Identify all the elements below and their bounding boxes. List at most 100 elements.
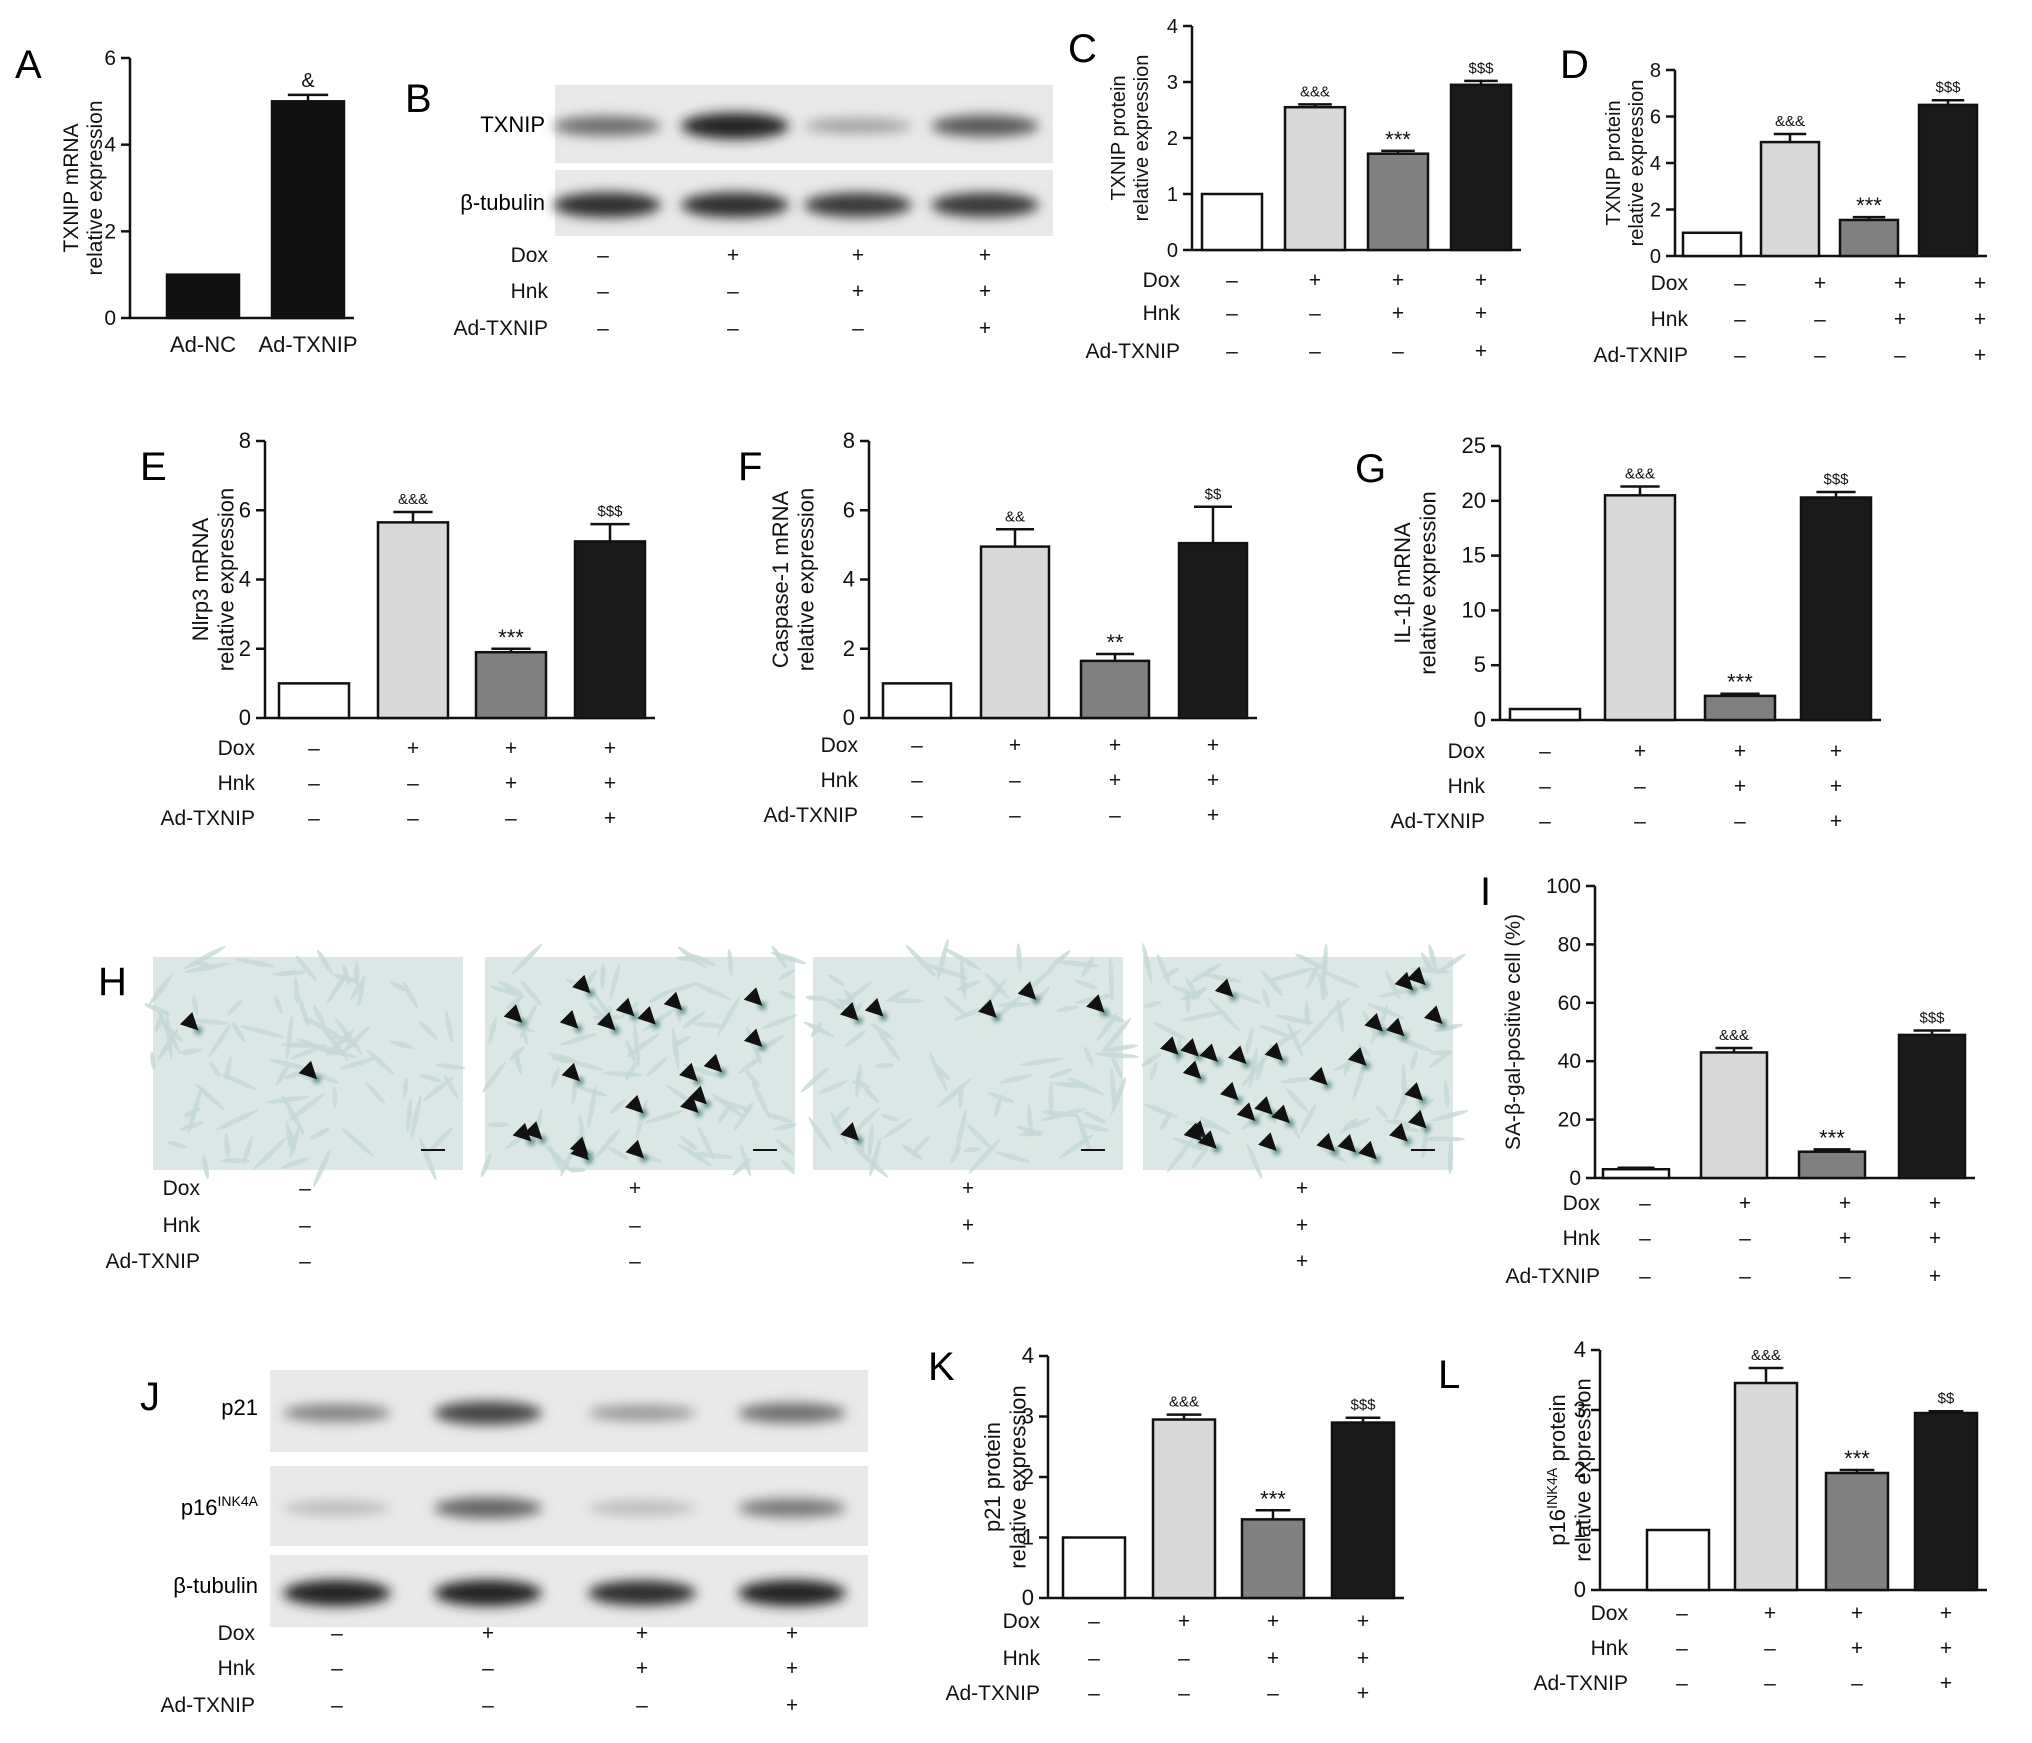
stained-cell: [1403, 1137, 1412, 1146]
treatment-sign: +: [604, 772, 616, 795]
treatment-sign: +: [1851, 1637, 1863, 1660]
stained-cell: [879, 1012, 888, 1021]
cell-streak: [232, 1022, 246, 1042]
chart-k: 0 1 2 3 4 p21 proteinrelative expression &&& **…: [980, 1343, 1404, 1610]
cell-streak: [1275, 1014, 1314, 1025]
row-label-ad: Ad-TXNIP: [763, 804, 858, 827]
treatment-legend-rows: Dox – + + + Hnk – – + + Ad-TXNIP – – – + Dox – + + + Hnk – – + +…: [105, 244, 1986, 1717]
treatment-sign: +: [1894, 308, 1906, 331]
cell-streak: [738, 1055, 763, 1074]
treatment-sign: +: [979, 280, 991, 303]
bar: [1061, 1536, 1127, 1600]
arrow: [1180, 1037, 1199, 1057]
arrow: [1159, 1036, 1179, 1055]
significance-label: &&&: [1300, 83, 1330, 100]
panel-letter-g: G: [1355, 447, 1386, 491]
cell-streak: [1230, 991, 1262, 1004]
bar: [1508, 707, 1582, 722]
treatment-sign: –: [1639, 1227, 1651, 1250]
significance-label: $$$: [1919, 1010, 1945, 1027]
blot-band: [283, 1403, 391, 1423]
y-tick-label: 20: [1558, 1109, 1581, 1132]
stained-cell: [630, 1012, 639, 1021]
arrow: [624, 1094, 644, 1114]
cell-streak: [154, 1013, 164, 1033]
stained-cell: [1285, 1119, 1294, 1128]
stained-cell: [1234, 1096, 1243, 1105]
blot-band: [681, 112, 789, 140]
bar: [1601, 1167, 1671, 1180]
cell-streak: [406, 1098, 412, 1133]
blot-label-p16: p16INK4A: [181, 1493, 259, 1520]
cell-streak: [489, 985, 524, 998]
significance-label: $$$: [1823, 471, 1849, 488]
treatment-sign: +: [1392, 302, 1404, 325]
arrow: [298, 1060, 318, 1080]
cell-streak: [340, 1025, 371, 1056]
stained-cell: [538, 1135, 547, 1144]
treatment-sign: +: [1207, 734, 1219, 757]
treatment-sign: –: [407, 772, 419, 795]
treatment-sign: –: [1178, 1647, 1190, 1670]
cell-streak: [633, 1021, 640, 1068]
row-label-ad: Ad-TXNIP: [1593, 344, 1688, 367]
blot-band: [283, 1501, 391, 1515]
treatment-sign: +: [1357, 1610, 1369, 1633]
cell-streak: [167, 1141, 187, 1149]
stained-cell: [527, 1137, 536, 1146]
stained-cell: [1362, 1061, 1371, 1070]
treatment-sign: +: [1109, 769, 1121, 792]
western-blot-txnip: TXNIP β-tubulin: [460, 85, 1053, 236]
stained-cell: [1197, 1074, 1206, 1083]
bar: [1240, 1518, 1306, 1600]
cell-streak: [1162, 967, 1180, 978]
y-tick-label: 100: [1546, 875, 1581, 898]
treatment-sign: +: [1839, 1192, 1851, 1215]
y-tick-label: 1: [1167, 184, 1178, 206]
stained-cell: [992, 1013, 1001, 1022]
stained-cell: [1100, 1008, 1109, 1017]
cell-streak: [295, 955, 317, 981]
y-tick-label: 4: [1167, 16, 1178, 38]
arrow: [571, 974, 591, 994]
bar: [1200, 192, 1264, 252]
blot-band: [283, 1579, 391, 1607]
cell-streak: [875, 1062, 894, 1069]
row-label-hnk: Hnk: [1651, 308, 1689, 331]
cell-streak: [427, 1126, 454, 1154]
cell-streak: [274, 995, 283, 1014]
cell-streak: [642, 1008, 676, 1032]
cell-streak: [1048, 1081, 1054, 1116]
cell-streak: [646, 1056, 668, 1077]
cell-streak: [878, 1031, 901, 1062]
row-label-dox: Dox: [1143, 269, 1181, 292]
cell-streak: [607, 1146, 629, 1160]
treatment-sign: +: [1475, 269, 1487, 292]
significance-label: &&: [1005, 508, 1025, 525]
treatment-sign: –: [1226, 340, 1238, 363]
treatment-sign: –: [299, 1177, 311, 1200]
cell-streak: [289, 1092, 326, 1121]
cell-streak: [1081, 956, 1095, 978]
cell-streak: [239, 1025, 285, 1038]
treatment-sign: +: [786, 1694, 798, 1717]
stained-cell: [518, 1018, 527, 1027]
cell-streak: [1422, 1136, 1466, 1142]
significance-label: **: [1106, 630, 1124, 655]
stained-cell: [1351, 1148, 1360, 1157]
treatment-sign: +: [1974, 272, 1986, 295]
treatment-sign: –: [1226, 302, 1238, 325]
cell-streak: [1016, 943, 1022, 973]
treatment-sign: –: [629, 1250, 641, 1273]
arrow: [839, 1001, 859, 1021]
cell-streak: [312, 1148, 332, 1188]
cell-streak: [733, 1101, 754, 1132]
treatment-sign: +: [629, 1177, 641, 1200]
y-tick-label: 0: [1474, 707, 1486, 732]
treatment-sign: –: [727, 280, 739, 303]
stained-cell: [1229, 993, 1238, 1002]
cell-streak: [867, 1122, 874, 1157]
cell-streak: [445, 1010, 454, 1043]
